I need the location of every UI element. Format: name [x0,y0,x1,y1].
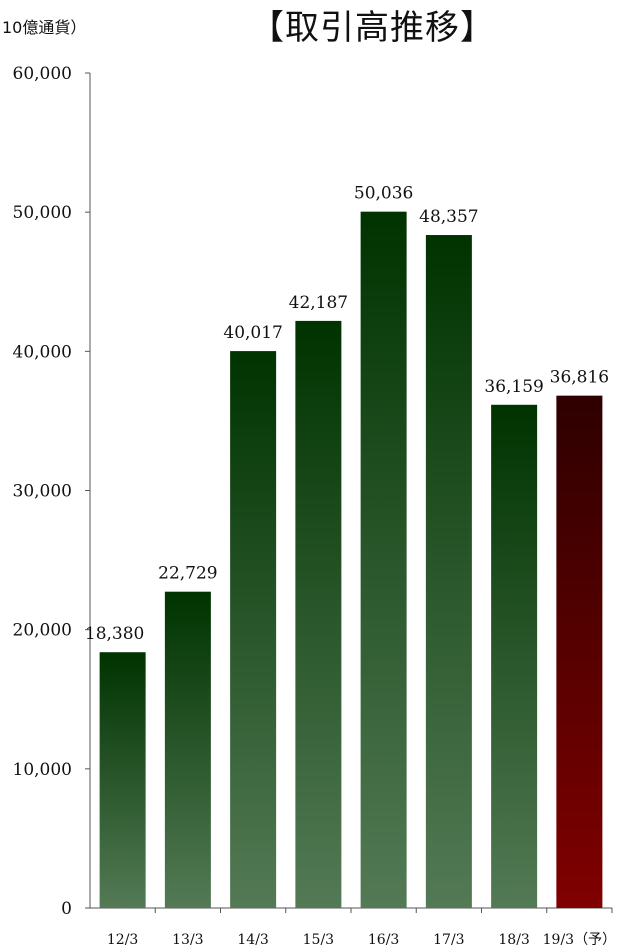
bar [164,591,211,908]
y-tick-label: 30,000 [13,482,72,502]
chart-title: 【取引高推移】 [250,8,495,48]
bar [360,211,407,909]
x-tick-label: 14/3 [237,932,268,948]
y-tick-label: 40,000 [13,342,72,362]
bar [425,235,472,909]
bar [295,320,342,908]
bar [230,351,277,908]
data-label: 48,357 [419,207,478,227]
x-tick-label: 17/3 [433,932,464,948]
axes: 0 10,000 20,000 30,000 40,000 50,000 60,000 [13,64,613,919]
bar [491,404,538,908]
data-labels: 12/3 18,380 13/3 22,729 14/3 40,017 15/3 42,187… [85,184,616,948]
data-label: 22,729 [158,564,217,584]
data-label: 36,816 [550,368,609,388]
data-label: 18,380 [85,624,144,644]
x-tick-label: 16/3 [368,932,399,948]
unit-label: 10億通貨） [2,18,87,37]
x-tick-label: 18/3 [498,932,529,948]
x-tick-label: 12/3 [107,932,138,948]
bars [99,211,603,909]
x-tick-label: 15/3 [303,932,334,948]
x-tick-label: 19/3（予） [543,932,616,948]
bar-forecast [556,395,603,908]
bar [99,652,146,908]
y-tick-label: 60,000 [13,64,72,84]
data-label: 40,017 [223,323,282,343]
data-label: 42,187 [289,293,348,313]
y-tick-label: 20,000 [13,621,72,641]
y-tick-label: 50,000 [13,203,72,223]
y-tick-label: 0 [61,899,72,919]
y-tick-label: 10,000 [13,760,72,780]
data-label: 36,159 [484,377,543,397]
data-label: 50,036 [354,184,413,204]
x-tick-label: 13/3 [172,932,203,948]
